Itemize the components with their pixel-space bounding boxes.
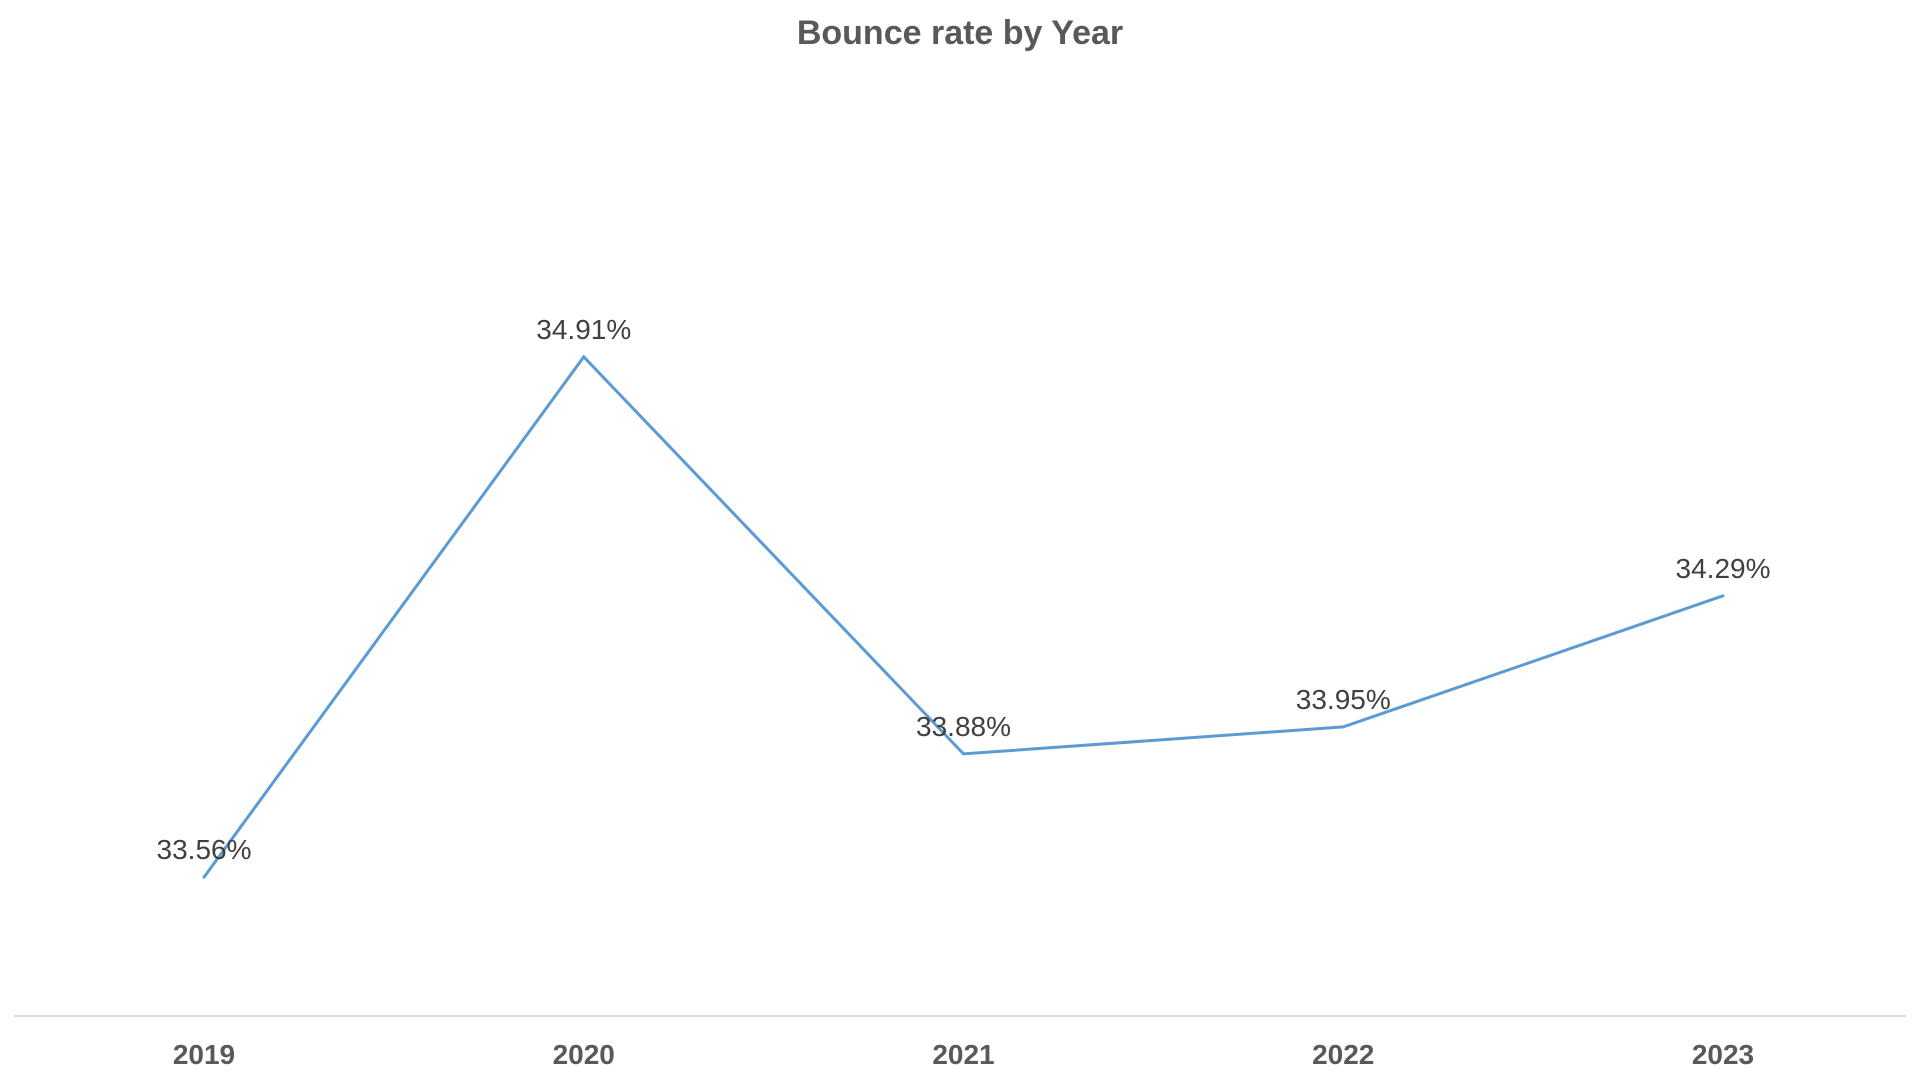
- x-tick-label-2021: 2021: [932, 1039, 994, 1070]
- x-tick-label-2019: 2019: [173, 1039, 235, 1070]
- data-label-2021: 33.88%: [916, 711, 1011, 742]
- data-point-2020: [582, 355, 586, 359]
- data-point-2019: [202, 875, 206, 879]
- x-tick-label-2022: 2022: [1312, 1039, 1374, 1070]
- x-tick-label-2020: 2020: [553, 1039, 615, 1070]
- data-point-2021: [962, 752, 965, 756]
- data-point-2023: [1721, 594, 1725, 598]
- series-line-0: [202, 354, 1724, 879]
- x-tick-label-2023: 2023: [1692, 1039, 1754, 1070]
- data-point-2022: [1341, 725, 1345, 729]
- chart-title: Bounce rate by Year: [796, 14, 1124, 52]
- data-label-2020: 34.91%: [536, 314, 631, 345]
- data-label-2019: 33.56%: [157, 834, 252, 865]
- data-label-2022: 33.95%: [1296, 684, 1391, 715]
- data-label-2023: 34.29%: [1676, 553, 1771, 584]
